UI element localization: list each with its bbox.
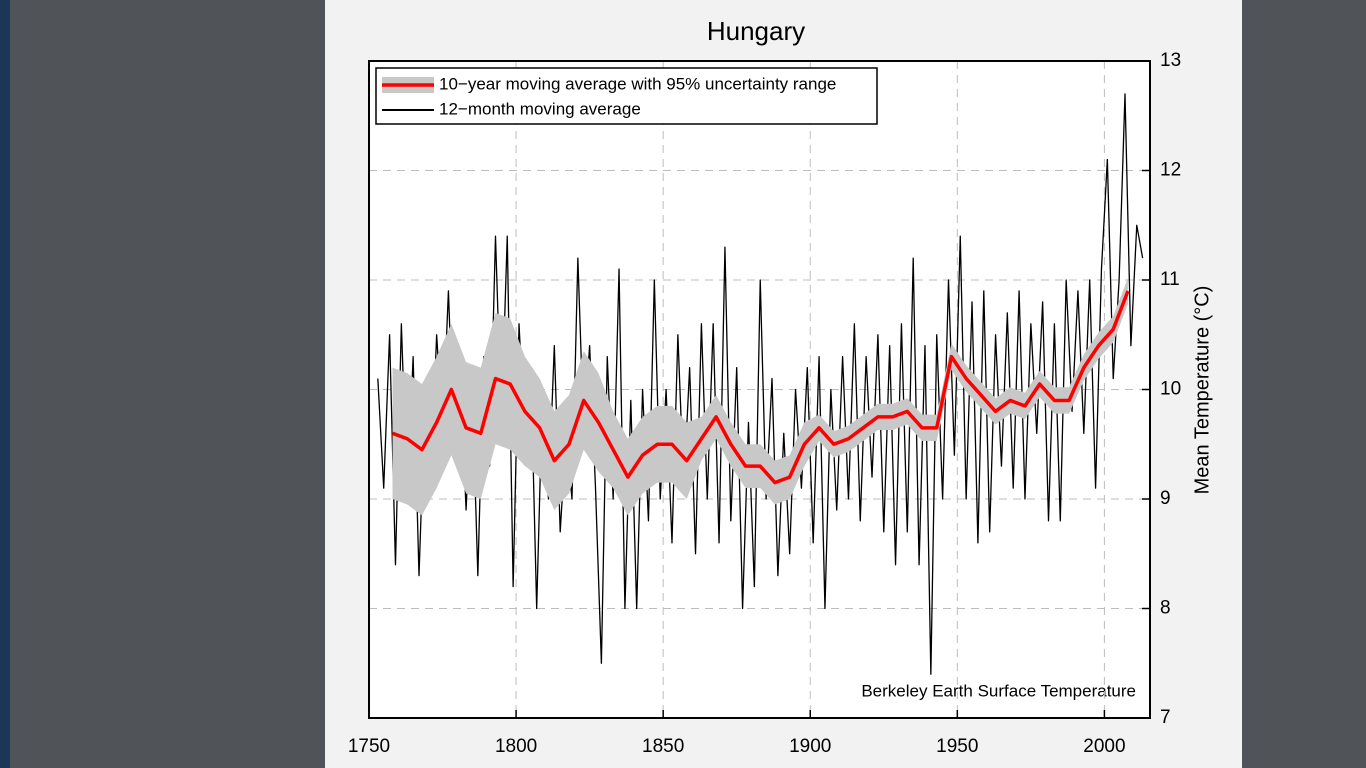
series-line [377, 93, 1144, 675]
annotation: Berkeley Earth Surface Temperature [861, 681, 1136, 700]
legend-label: 12−month moving average [439, 99, 641, 118]
y-tick-label: 9 [1160, 488, 1171, 509]
x-tick-label: 1950 [936, 736, 978, 757]
y-tick-label: 7 [1160, 707, 1171, 728]
y-tick-label: 11 [1160, 269, 1180, 290]
uncertainty-band [392, 277, 1128, 516]
y-tick-label: 8 [1160, 598, 1171, 619]
x-tick-label: 1750 [348, 736, 390, 757]
x-tick-label: 1850 [642, 736, 684, 757]
chart-title: Hungary [707, 16, 805, 46]
y-tick-label: 10 [1160, 379, 1181, 400]
y-axis-label: Mean Temperature (°C) [1191, 286, 1213, 495]
x-tick-label: 1800 [495, 736, 537, 757]
series-line [391, 290, 1130, 485]
y-tick-label: 12 [1160, 160, 1181, 181]
y-tick-label: 13 [1160, 50, 1181, 71]
x-tick-label: 2000 [1083, 736, 1125, 757]
desktop-edge [0, 0, 10, 768]
legend-box [375, 67, 878, 125]
plot-frame [368, 60, 1151, 719]
x-tick-label: 1900 [789, 736, 831, 757]
legend-label: 10−year moving average with 95% uncertai… [439, 74, 836, 93]
